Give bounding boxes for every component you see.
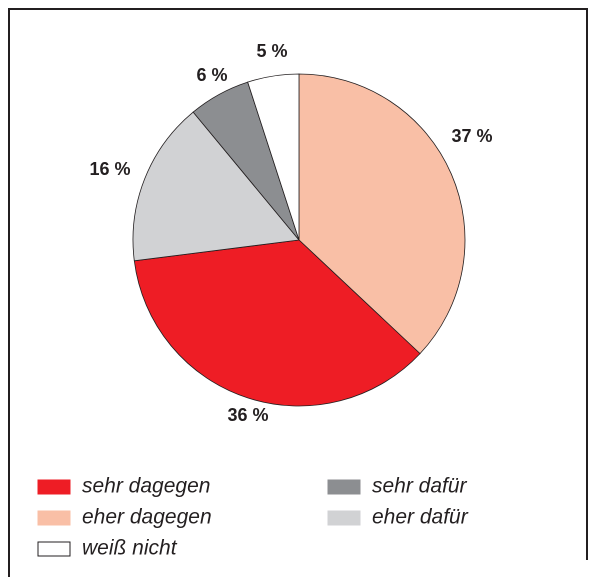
legend-swatch bbox=[327, 510, 361, 526]
frame bbox=[8, 8, 588, 577]
legend-label: eher dagegen bbox=[82, 506, 212, 529]
pie-slice bbox=[298, 73, 466, 355]
legend-label: sehr dafür bbox=[372, 475, 468, 498]
data-label: 5 % bbox=[256, 41, 287, 61]
legend-label: weiß nicht bbox=[82, 537, 178, 560]
legend-swatch bbox=[37, 479, 71, 495]
data-label: 37 % bbox=[451, 126, 492, 146]
legend-label: sehr dagegen bbox=[82, 475, 210, 498]
pie-slice bbox=[132, 111, 300, 262]
legend-swatch bbox=[37, 510, 71, 526]
legend-swatch bbox=[37, 541, 71, 557]
pie-slice bbox=[247, 73, 300, 241]
data-label: 6 % bbox=[196, 65, 227, 85]
pie-slice bbox=[133, 239, 421, 407]
legend-swatch bbox=[327, 479, 361, 495]
data-label: 16 % bbox=[89, 159, 130, 179]
data-label: 36 % bbox=[227, 405, 268, 425]
legend-label: eher dafür bbox=[372, 506, 469, 529]
